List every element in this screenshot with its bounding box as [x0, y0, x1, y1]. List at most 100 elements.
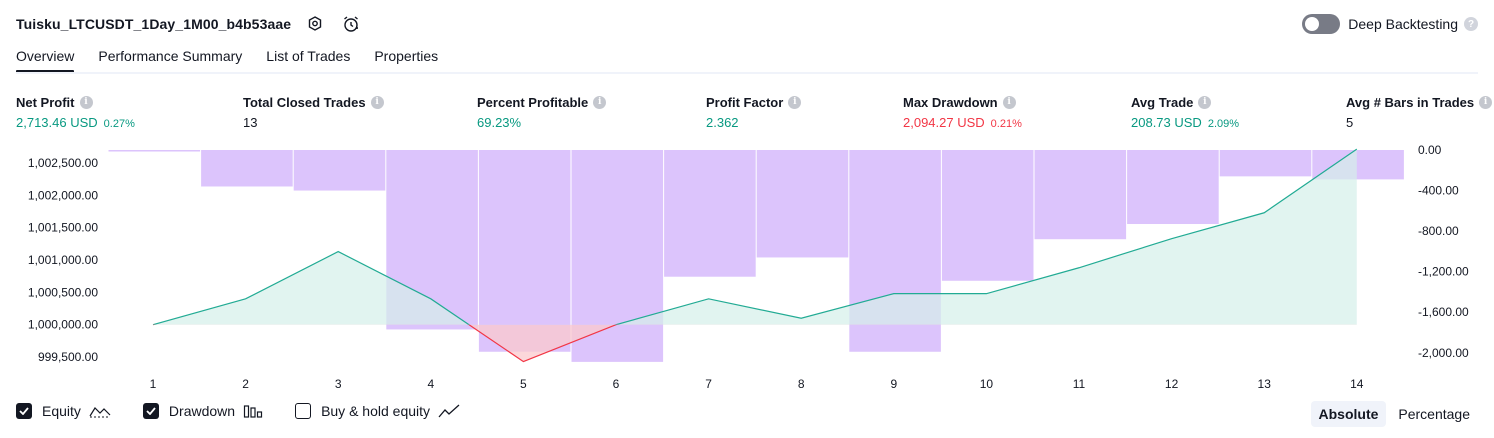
drawdown-bar — [1219, 150, 1312, 177]
stat-label: Percent Profitable — [477, 94, 589, 110]
stat-value: 2,713.46 USD — [16, 115, 98, 130]
x-axis-tick: 3 — [335, 377, 342, 391]
stat-net-profit: Net Profit i 2,713.46 USD 0.27% — [16, 94, 135, 131]
drawdown-bar — [1127, 150, 1219, 225]
stat-label: Profit Factor — [706, 94, 784, 110]
stat-avg-trade: Avg Trade i 208.73 USD 2.09% — [1131, 94, 1239, 131]
stat-avg-bars-in-trades: Avg # Bars in Trades i 5 — [1346, 94, 1493, 131]
x-axis-tick: 6 — [613, 377, 620, 391]
alarm-clock-icon[interactable] — [341, 14, 361, 34]
info-icon[interactable]: i — [79, 95, 93, 109]
stat-label: Avg # Bars in Trades — [1346, 94, 1475, 110]
right-axis-tick: -800.00 — [1418, 224, 1459, 238]
left-axis-tick: 1,002,000.00 — [28, 188, 98, 202]
gear-icon[interactable] — [305, 14, 325, 34]
scale-mode-switch: Absolute Percentage — [1310, 401, 1479, 427]
left-axis-tick: 999,500.00 — [38, 350, 98, 364]
left-axis-tick: 1,001,500.00 — [28, 221, 98, 235]
drawdown-bar — [756, 150, 849, 258]
stat-total-closed-trades: Total Closed Trades i 13 — [243, 94, 384, 131]
equity-line — [152, 148, 1358, 325]
drawdown-bar — [108, 150, 201, 152]
legend-buy-hold[interactable]: Buy & hold equity — [295, 403, 460, 419]
left-axis-tick: 1,001,000.00 — [28, 253, 98, 267]
legend-equity[interactable]: Equity — [16, 403, 111, 419]
right-axis-tick: -400.00 — [1418, 184, 1459, 198]
x-axis-tick: 8 — [798, 377, 805, 391]
drawdown-bar — [201, 150, 293, 187]
strategy-title: Tuisku_LTCUSDT_1Day_1M00_b4b53aae — [16, 16, 292, 32]
x-axis-tick: 14 — [1350, 377, 1364, 391]
x-axis-tick: 2 — [242, 377, 249, 391]
stat-max-drawdown: Max Drawdown i 2,094.27 USD 0.21% — [903, 94, 1022, 131]
stat-value: 2,094.27 USD — [903, 115, 985, 130]
x-axis-tick: 10 — [980, 377, 994, 391]
tab-properties[interactable]: Properties — [374, 48, 439, 64]
drawdown-bar — [941, 150, 1034, 281]
stat-percent: 2.09% — [1207, 118, 1240, 130]
info-icon[interactable]: i — [788, 95, 802, 109]
stat-label: Net Profit — [16, 94, 75, 110]
left-axis-tick: 1,000,000.00 — [28, 318, 98, 332]
bar-chart-icon — [243, 403, 263, 419]
info-icon[interactable]: i — [1198, 95, 1212, 109]
right-axis-tick: -1,200.00 — [1418, 265, 1469, 279]
strategy-header: Tuisku_LTCUSDT_1Day_1M00_b4b53aae — [16, 12, 361, 36]
stat-percent: 0.21% — [990, 118, 1022, 130]
tab-list-of-trades[interactable]: List of Trades — [266, 48, 351, 64]
buy-hold-checkbox[interactable] — [295, 403, 312, 419]
right-axis-tick: -2,000.00 — [1418, 346, 1469, 360]
x-axis-tick: 4 — [427, 377, 434, 391]
equity-checkbox[interactable] — [16, 403, 32, 419]
right-axis-tick: -1,600.00 — [1418, 305, 1469, 319]
stat-label: Max Drawdown — [903, 94, 998, 110]
stat-percent-profitable: Percent Profitable i 69.23% — [477, 94, 607, 131]
x-axis-tick: 7 — [705, 377, 712, 391]
drawdown-bar — [478, 150, 571, 352]
tab-performance-summary[interactable]: Performance Summary — [98, 48, 243, 64]
stat-value: 5 — [1346, 115, 1354, 130]
buy-hold-label: Buy & hold equity — [321, 403, 431, 419]
stat-value: 2.362 — [706, 115, 739, 130]
info-icon[interactable]: i — [593, 95, 607, 109]
info-icon[interactable]: i — [1002, 95, 1016, 109]
drawdown-bar — [1034, 150, 1127, 240]
x-axis-tick: 9 — [890, 377, 897, 391]
drawdown-bar — [293, 150, 386, 191]
x-axis-tick: 11 — [1073, 377, 1086, 391]
toggle-knob — [1305, 17, 1320, 31]
info-icon[interactable]: i — [370, 95, 384, 109]
percentage-button[interactable]: Percentage — [1398, 406, 1470, 422]
legend-drawdown[interactable]: Drawdown — [142, 403, 263, 419]
x-axis-tick: 12 — [1165, 377, 1179, 391]
deep-backtesting-label: Deep Backtesting — [1348, 16, 1458, 32]
drawdown-label: Drawdown — [168, 403, 236, 419]
info-icon[interactable]: i — [1479, 95, 1493, 109]
area-chart-icon — [89, 403, 111, 419]
stat-label: Avg Trade — [1131, 94, 1194, 110]
x-axis-tick: 13 — [1258, 377, 1272, 391]
stat-value: 69.23% — [477, 115, 522, 130]
stat-label: Total Closed Trades — [243, 94, 366, 110]
deep-backtesting-toggle[interactable] — [1302, 14, 1341, 34]
question-icon[interactable]: ? — [1464, 17, 1478, 31]
stat-percent: 0.27% — [103, 118, 135, 130]
deep-backtesting: Deep Backtesting ? — [1302, 12, 1478, 36]
stat-value: 13 — [243, 115, 258, 130]
x-axis-tick: 1 — [150, 377, 157, 391]
absolute-button[interactable]: Absolute — [1310, 401, 1387, 427]
stat-profit-factor: Profit Factor i 2.362 — [706, 94, 802, 131]
chart-legend: Equity Drawdown Buy & hold equity — [16, 403, 492, 419]
equity-drawdown-chart[interactable]: 1,002,500.00 1,002,000.00 1,001,500.00 1,00… — [0, 140, 1494, 392]
line-chart-icon — [438, 403, 460, 419]
left-axis-tick: 1,000,500.00 — [28, 285, 98, 299]
tab-overview[interactable]: Overview — [16, 46, 75, 74]
left-axis-tick: 1,002,500.00 — [28, 156, 98, 170]
equity-label: Equity — [42, 403, 81, 419]
tab-bar: Overview Performance Summary List of Tra… — [16, 46, 462, 74]
x-axis-tick: 5 — [520, 377, 527, 391]
drawdown-bar — [664, 150, 756, 277]
stat-value: 208.73 USD — [1131, 115, 1202, 130]
drawdown-checkbox[interactable] — [142, 403, 159, 419]
equity-area-profit — [153, 149, 1357, 325]
